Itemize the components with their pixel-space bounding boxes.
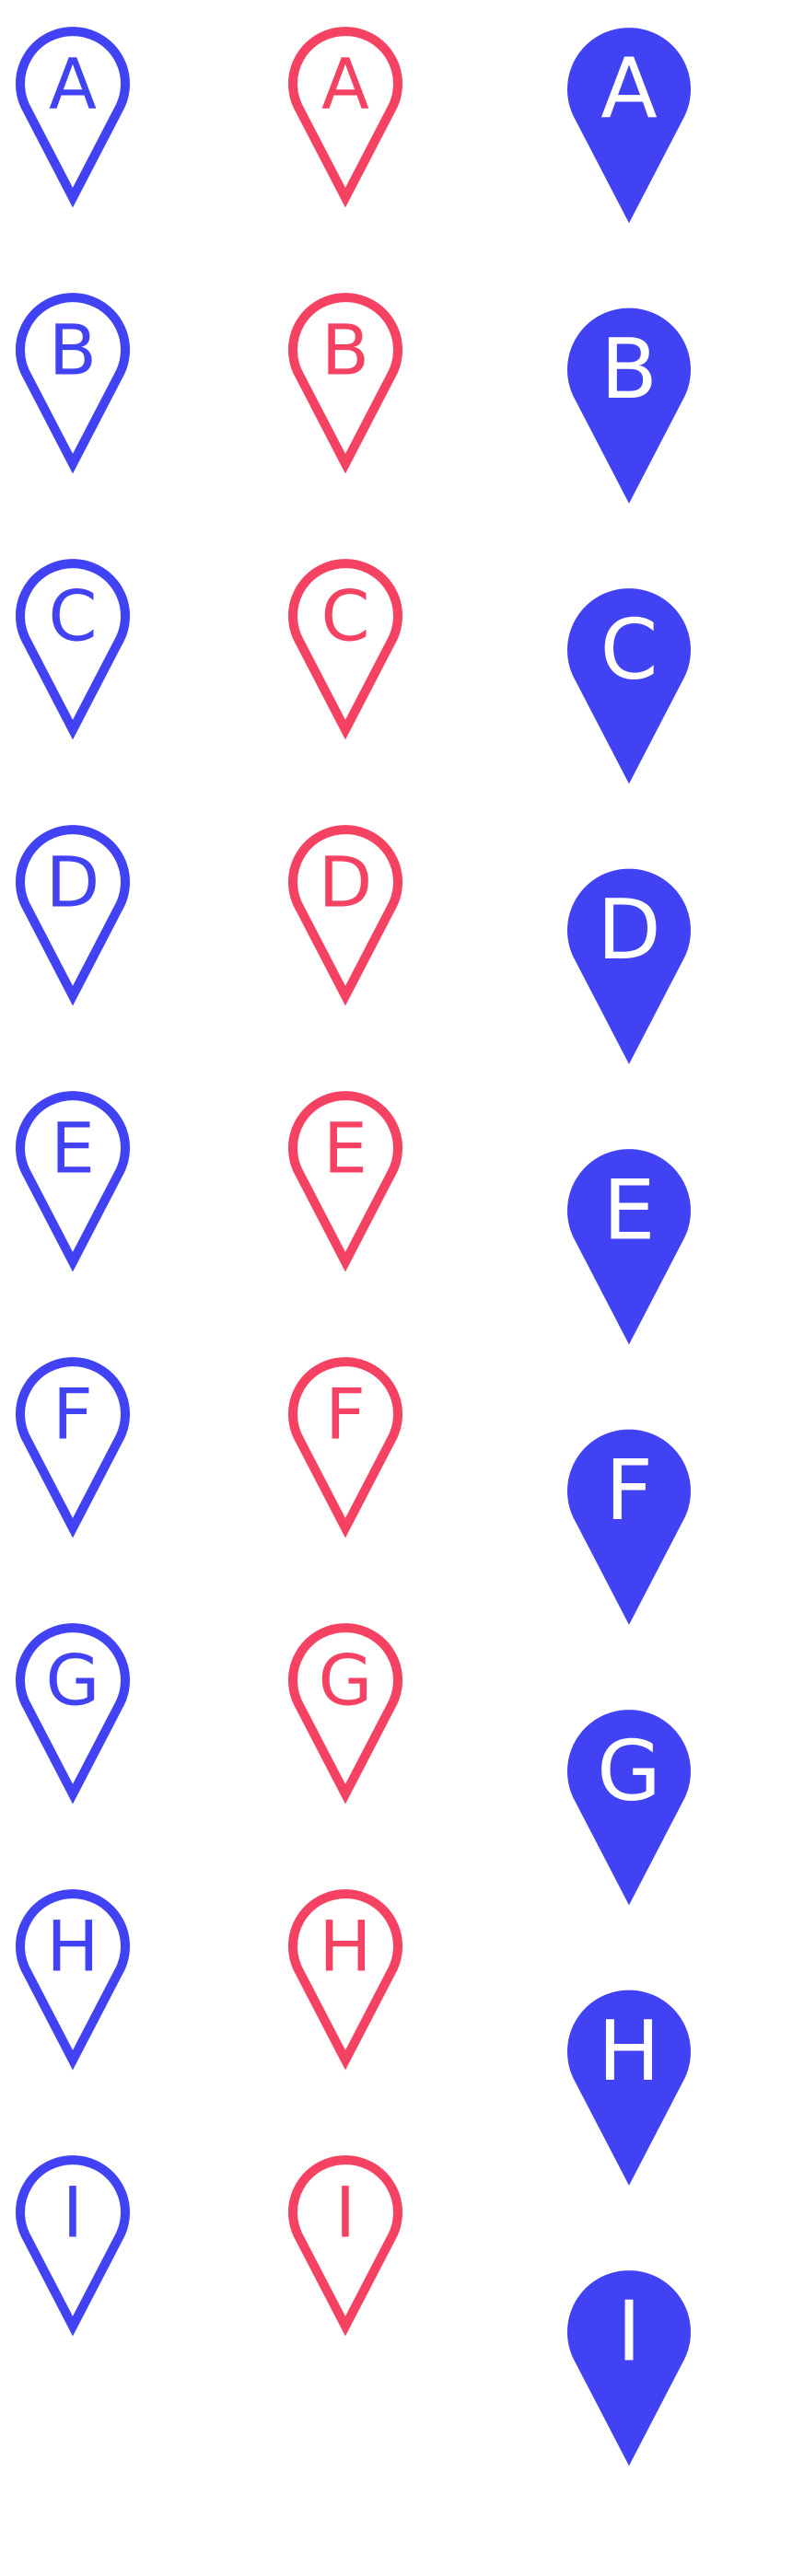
filled-blue-pin-a[interactable]: A <box>567 28 691 224</box>
outline-blue-pin-c[interactable]: C <box>20 563 125 730</box>
filled-blue-pin-i[interactable]: I <box>567 2270 691 2466</box>
pin-label: G <box>46 1640 100 1722</box>
outline-blue-pin-i[interactable]: I <box>20 2160 125 2327</box>
pin-label: A <box>49 43 97 125</box>
outline-red-pin-i[interactable]: I <box>293 2160 398 2327</box>
pin-label: B <box>600 321 658 418</box>
pin-label: H <box>598 2003 660 2100</box>
pin-label: I <box>63 2172 83 2254</box>
pin-label: G <box>597 1723 661 1820</box>
outline-blue-pin-b[interactable]: B <box>20 297 125 464</box>
pin-label: B <box>49 309 97 391</box>
pin-label: F <box>52 1374 93 1456</box>
pin-label: I <box>617 2284 642 2381</box>
pin-label: E <box>603 1163 656 1259</box>
filled-blue-pin-d[interactable]: D <box>567 868 691 1064</box>
outline-red-column: A B C D E F G H I <box>293 31 398 2327</box>
pin-label: C <box>320 575 369 657</box>
outline-red-pin-c[interactable]: C <box>293 563 398 730</box>
pin-label: A <box>321 43 369 125</box>
outline-red-pin-a[interactable]: A <box>293 31 398 198</box>
pin-label: H <box>46 1906 99 1988</box>
outline-blue-pin-e[interactable]: E <box>20 1096 125 1262</box>
filled-blue-pin-f[interactable]: F <box>567 1429 691 1625</box>
pin-label: E <box>51 1108 95 1189</box>
outline-red-pin-d[interactable]: D <box>293 830 398 996</box>
pin-label: D <box>319 841 373 923</box>
filled-blue-pin-b[interactable]: B <box>567 307 691 504</box>
filled-blue-pin-h[interactable]: H <box>567 1990 691 2186</box>
outline-blue-pin-a[interactable]: A <box>20 31 125 198</box>
outline-red-pin-f[interactable]: F <box>293 1362 398 1528</box>
outline-blue-pin-f[interactable]: F <box>20 1362 125 1528</box>
filled-blue-column: A B C D E F G H I <box>567 28 691 2466</box>
pin-label: B <box>321 309 369 391</box>
pin-label: C <box>48 575 97 657</box>
outline-blue-pin-g[interactable]: G <box>20 1628 125 1794</box>
outline-red-pin-e[interactable]: E <box>293 1096 398 1262</box>
outline-red-pin-b[interactable]: B <box>293 297 398 464</box>
outline-red-pin-h[interactable]: H <box>293 1894 398 2060</box>
outline-red-pin-g[interactable]: G <box>293 1628 398 1794</box>
pin-label: F <box>605 1443 653 1539</box>
pin-label: H <box>319 1906 371 1988</box>
pin-label: E <box>323 1108 367 1189</box>
pin-label: F <box>325 1374 366 1456</box>
pin-label: D <box>46 841 100 923</box>
pin-label: C <box>600 602 658 699</box>
filled-blue-pin-g[interactable]: G <box>567 1710 691 1906</box>
pin-label: I <box>335 2172 355 2254</box>
pin-label: D <box>597 882 660 979</box>
outline-blue-column: A B C D E F G H I <box>20 31 125 2327</box>
pin-label: G <box>319 1640 373 1722</box>
outline-blue-pin-h[interactable]: H <box>20 1894 125 2060</box>
outline-blue-pin-d[interactable]: D <box>20 830 125 996</box>
filled-blue-pin-e[interactable]: E <box>567 1149 691 1345</box>
pin-label: A <box>600 41 658 138</box>
filled-blue-pin-c[interactable]: C <box>567 588 691 784</box>
